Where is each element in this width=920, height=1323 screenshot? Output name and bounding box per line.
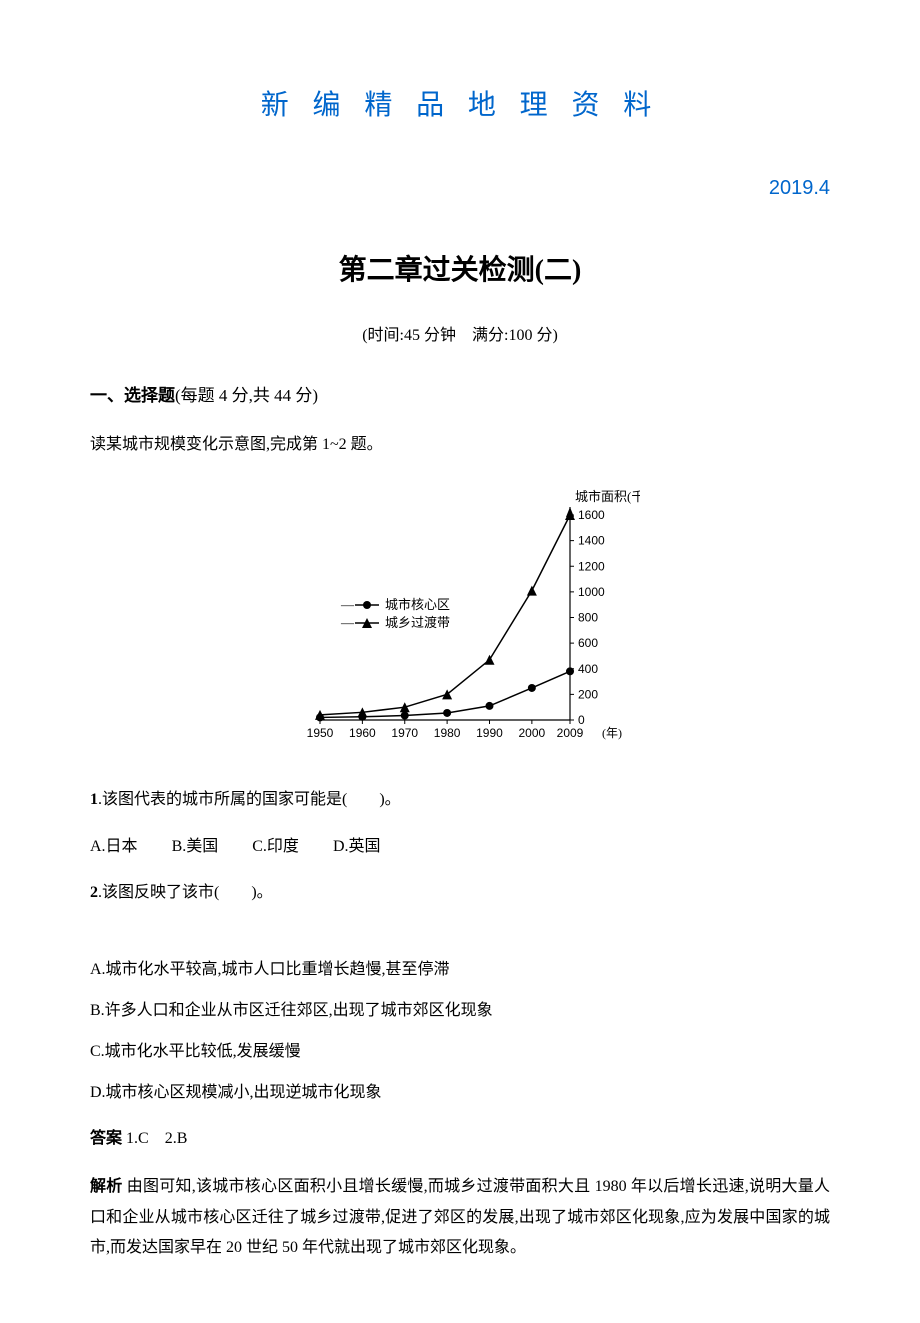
chapter-title: 第二章过关检测(二) xyxy=(90,246,830,296)
svg-text:1000: 1000 xyxy=(578,585,605,599)
svg-text:—: — xyxy=(340,615,355,630)
analysis-text: 由图可知,该城市核心区面积小且增长缓慢,而城乡过渡带面积大且 1980 年以后增… xyxy=(90,1178,830,1256)
svg-text:1980: 1980 xyxy=(434,726,461,740)
q1-option-a: A.日本 xyxy=(90,833,138,862)
section-header-bold: 一、选择题 xyxy=(90,386,175,405)
q1-option-d: D.英国 xyxy=(333,833,381,862)
q2-option-a: A.城市化水平较高,城市人口比重增长趋慢,甚至停滞 xyxy=(90,956,830,985)
svg-text:—: — xyxy=(340,597,355,612)
q1-number: 1 xyxy=(90,791,98,808)
q2-option-d: D.城市核心区规模减小,出现逆城市化现象 xyxy=(90,1079,830,1108)
answer-text: 1.C 2.B xyxy=(122,1130,187,1147)
svg-text:城市面积(千米²): 城市面积(千米²) xyxy=(575,489,640,504)
q1-options: A.日本 B.美国 C.印度 D.英国 xyxy=(90,833,830,862)
svg-text:1990: 1990 xyxy=(476,726,503,740)
main-title: 新 编 精 品 地 理 资 料 xyxy=(90,80,830,130)
q1-option-c: C.印度 xyxy=(252,833,299,862)
time-score-info: (时间:45 分钟 满分:100 分) xyxy=(90,322,830,351)
svg-text:1200: 1200 xyxy=(578,559,605,573)
question-2: 2.该图反映了该市( )。 xyxy=(90,879,830,908)
svg-text:400: 400 xyxy=(578,662,598,676)
svg-text:1600: 1600 xyxy=(578,508,605,522)
svg-text:1950: 1950 xyxy=(307,726,334,740)
svg-text:1970: 1970 xyxy=(391,726,418,740)
answer-block: 答案 1.C 2.B xyxy=(90,1125,830,1154)
q1-option-b: B.美国 xyxy=(172,833,219,862)
svg-text:200: 200 xyxy=(578,687,598,701)
section-header-detail: (每题 4 分,共 44 分) xyxy=(175,386,318,405)
svg-text:城市核心区: 城市核心区 xyxy=(385,597,450,612)
svg-text:(年): (年) xyxy=(602,726,622,740)
q2-number: 2 xyxy=(90,884,98,901)
svg-text:0: 0 xyxy=(578,713,585,727)
analysis-block: 解析 由图可知,该城市核心区面积小且增长缓慢,而城乡过渡带面积大且 1980 年… xyxy=(90,1172,830,1263)
document-date: 2019.4 xyxy=(90,170,830,206)
q2-option-b: B.许多人口和企业从市区迁往郊区,出现了城市郊区化现象 xyxy=(90,997,830,1026)
svg-text:2000: 2000 xyxy=(519,726,546,740)
question-1: 1.该图代表的城市所属的国家可能是( )。 xyxy=(90,786,830,815)
section-header: 一、选择题(每题 4 分,共 44 分) xyxy=(90,381,830,412)
svg-text:1960: 1960 xyxy=(349,726,376,740)
svg-text:800: 800 xyxy=(578,610,598,624)
q2-options: A.城市化水平较高,城市人口比重增长趋慢,甚至停滞 B.许多人口和企业从市区迁往… xyxy=(90,956,830,1107)
city-scale-chart: 城市面积(千米²)1950196019701980199020002009(年)… xyxy=(280,480,640,750)
analysis-label: 解析 xyxy=(90,1178,123,1195)
chart-container: 城市面积(千米²)1950196019701980199020002009(年)… xyxy=(90,480,830,761)
svg-text:600: 600 xyxy=(578,636,598,650)
q2-text: .该图反映了该市( )。 xyxy=(98,884,273,901)
svg-text:2009: 2009 xyxy=(557,726,584,740)
question-intro: 读某城市规模变化示意图,完成第 1~2 题。 xyxy=(90,431,830,460)
q1-text: .该图代表的城市所属的国家可能是( )。 xyxy=(98,791,401,808)
answer-label: 答案 xyxy=(90,1130,122,1147)
svg-text:城乡过渡带: 城乡过渡带 xyxy=(385,615,450,630)
svg-text:1400: 1400 xyxy=(578,534,605,548)
q2-option-c: C.城市化水平比较低,发展缓慢 xyxy=(90,1038,830,1067)
